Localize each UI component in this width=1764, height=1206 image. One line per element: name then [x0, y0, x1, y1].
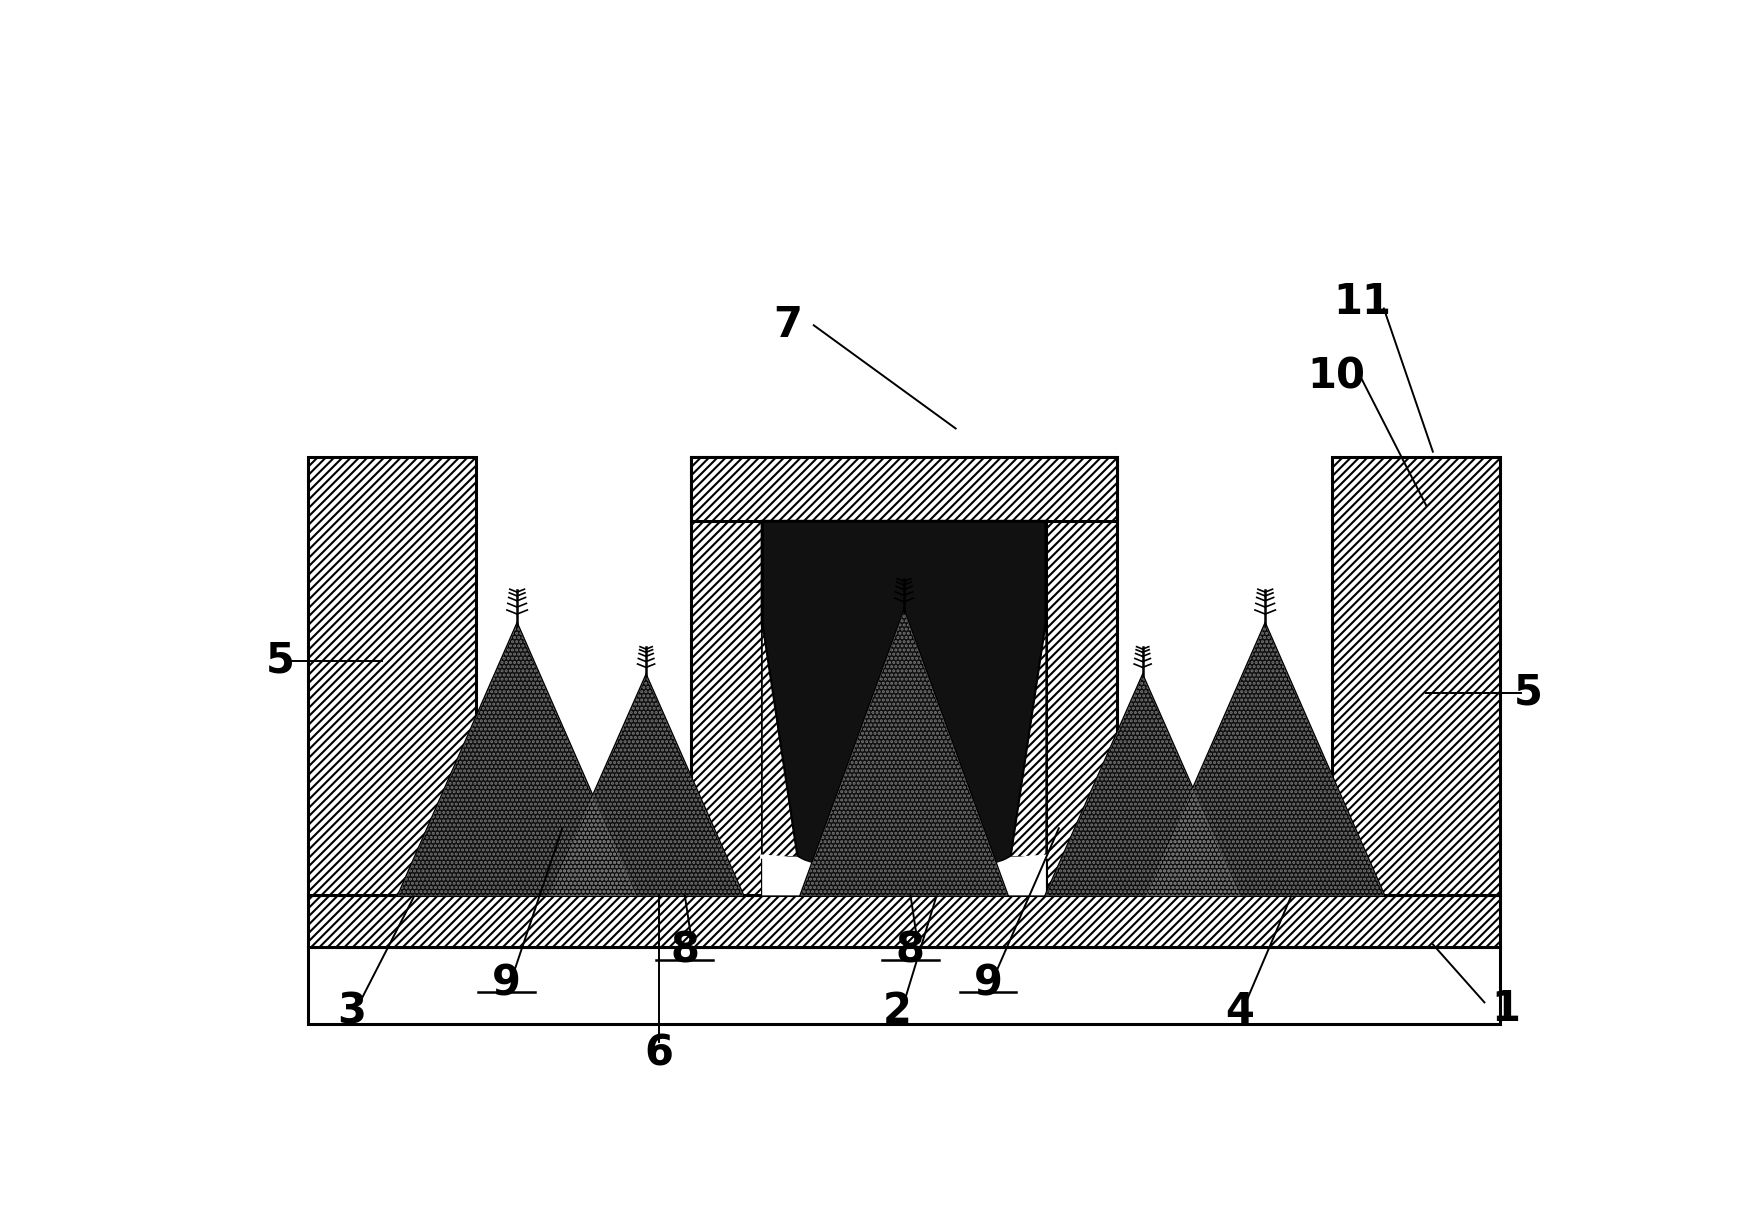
Text: 9: 9 — [974, 962, 1002, 1005]
Polygon shape — [1147, 625, 1383, 895]
Text: 10: 10 — [1307, 356, 1365, 398]
Text: 11: 11 — [1334, 281, 1390, 323]
Text: 9: 9 — [492, 962, 520, 1005]
Text: 2: 2 — [884, 990, 912, 1032]
Bar — [1046, 457, 1117, 895]
Polygon shape — [1046, 677, 1240, 895]
Text: 5: 5 — [266, 639, 295, 681]
Bar — [309, 457, 476, 895]
Polygon shape — [399, 625, 635, 895]
Bar — [309, 947, 1499, 1024]
Polygon shape — [762, 521, 797, 856]
Polygon shape — [549, 677, 743, 895]
Polygon shape — [940, 856, 1046, 895]
Text: 1: 1 — [1491, 988, 1521, 1030]
Polygon shape — [762, 521, 1046, 895]
Text: 8: 8 — [670, 930, 699, 972]
Text: 3: 3 — [337, 990, 367, 1032]
Bar — [691, 457, 762, 895]
Bar — [309, 895, 1499, 947]
Text: 4: 4 — [1224, 990, 1254, 1032]
Text: 5: 5 — [1514, 672, 1542, 714]
Bar — [1332, 457, 1499, 895]
Text: 8: 8 — [896, 930, 924, 972]
Text: 6: 6 — [644, 1034, 674, 1075]
Bar — [691, 457, 1117, 521]
Text: 7: 7 — [773, 304, 803, 346]
Polygon shape — [762, 856, 868, 895]
Polygon shape — [801, 611, 1007, 895]
Polygon shape — [1011, 521, 1046, 856]
